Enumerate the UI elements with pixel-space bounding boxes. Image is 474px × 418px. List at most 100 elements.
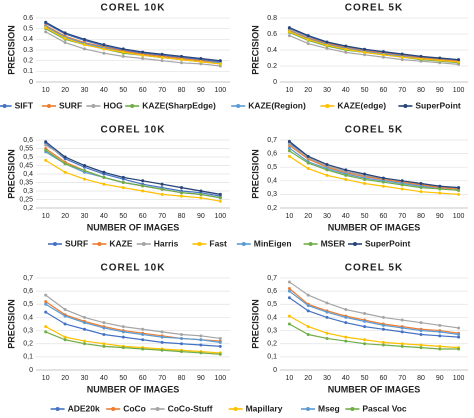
legend-marker (353, 242, 357, 246)
legend-marker (403, 104, 408, 108)
y-tick-label: 0,25 (19, 196, 33, 203)
point (287, 30, 291, 34)
point (457, 60, 461, 64)
point (141, 338, 145, 342)
y-tick-label: 0,5 (23, 154, 33, 161)
point (199, 343, 203, 347)
legend-marker (350, 407, 355, 411)
point (419, 321, 423, 325)
series-line (289, 31, 459, 63)
point (199, 189, 203, 193)
point (325, 162, 329, 166)
point (381, 343, 385, 347)
y-tick-label: 0,4 (267, 178, 277, 185)
point (419, 186, 423, 190)
y-tick-label: 0.6 (23, 15, 33, 22)
series-line (289, 27, 459, 61)
x-tick-label: 10 (286, 87, 294, 94)
point (199, 192, 203, 196)
legend-label: MinEigen (254, 238, 292, 248)
point (287, 26, 291, 30)
point (363, 319, 367, 323)
point (438, 187, 442, 191)
x-tick-label: 60 (139, 375, 147, 382)
x-tick-label: 30 (323, 375, 331, 382)
point (325, 310, 329, 314)
x-tick-label: 90 (197, 87, 205, 94)
x-tick-label: 10 (286, 213, 294, 220)
x-tick-label: 100 (214, 375, 226, 382)
point (102, 321, 106, 325)
point (44, 158, 48, 162)
series-line (289, 281, 459, 329)
point (400, 318, 404, 322)
point (344, 308, 348, 312)
point (363, 172, 367, 176)
point (457, 333, 461, 337)
y-tick-label: 0.2 (23, 58, 33, 65)
series-line (45, 22, 221, 63)
point (344, 335, 348, 339)
y-tick-label: 0,7 (267, 275, 277, 282)
point (218, 64, 222, 68)
series-line (45, 326, 221, 354)
point (63, 36, 67, 40)
point (102, 333, 106, 337)
series-line (289, 147, 459, 191)
point (83, 321, 86, 325)
point (199, 196, 203, 200)
point (121, 175, 125, 179)
x-tick-label: 70 (398, 213, 406, 220)
x-tick-label: 40 (100, 375, 108, 382)
x-tick-label: 50 (119, 375, 127, 382)
legend-marker (155, 407, 160, 411)
point (44, 143, 48, 147)
point (381, 176, 385, 180)
series-line (289, 150, 459, 191)
x-tick-label: 60 (139, 87, 147, 94)
point (287, 142, 291, 146)
x-tick-label: 100 (453, 87, 465, 94)
point (419, 57, 423, 61)
x-tick-label: 10 (42, 213, 50, 220)
x-tick-label: 70 (158, 375, 166, 382)
point (344, 339, 348, 343)
point (44, 30, 48, 34)
legend-label: KAZE (109, 238, 132, 248)
y-tick-label: 0,6 (23, 288, 33, 295)
point (438, 56, 442, 60)
x-tick-label: 70 (398, 87, 406, 94)
legend-label: Mapillary (246, 403, 283, 413)
chart-title: COREL 10K (101, 125, 166, 136)
point (44, 148, 48, 152)
x-tick-label: 80 (417, 213, 425, 220)
point (438, 323, 442, 327)
point (63, 314, 67, 318)
legend-label: Pascal Voc (362, 403, 407, 413)
legend-marker (141, 242, 146, 246)
point (287, 139, 291, 143)
point (438, 184, 442, 188)
y-tick-label: 0,5 (267, 164, 277, 171)
point (63, 155, 67, 159)
point (63, 322, 67, 326)
x-tick-label: 80 (178, 87, 186, 94)
y-tick-label: 0.6 (267, 31, 277, 38)
legend-label: Harris (154, 238, 179, 248)
legend-marker (306, 407, 310, 411)
y-tick-label: 0,2 (267, 341, 277, 348)
point (121, 54, 125, 58)
legend-label: SURF (59, 100, 82, 110)
point (160, 335, 164, 339)
point (344, 315, 348, 319)
point (363, 50, 367, 54)
point (457, 186, 461, 190)
legend-marker (47, 104, 51, 108)
y-axis-label: PRECISION (250, 299, 260, 349)
point (325, 40, 329, 44)
point (63, 308, 67, 312)
point (287, 149, 291, 153)
x-tick-label: 90 (197, 375, 205, 382)
x-tick-label: 70 (398, 375, 406, 382)
